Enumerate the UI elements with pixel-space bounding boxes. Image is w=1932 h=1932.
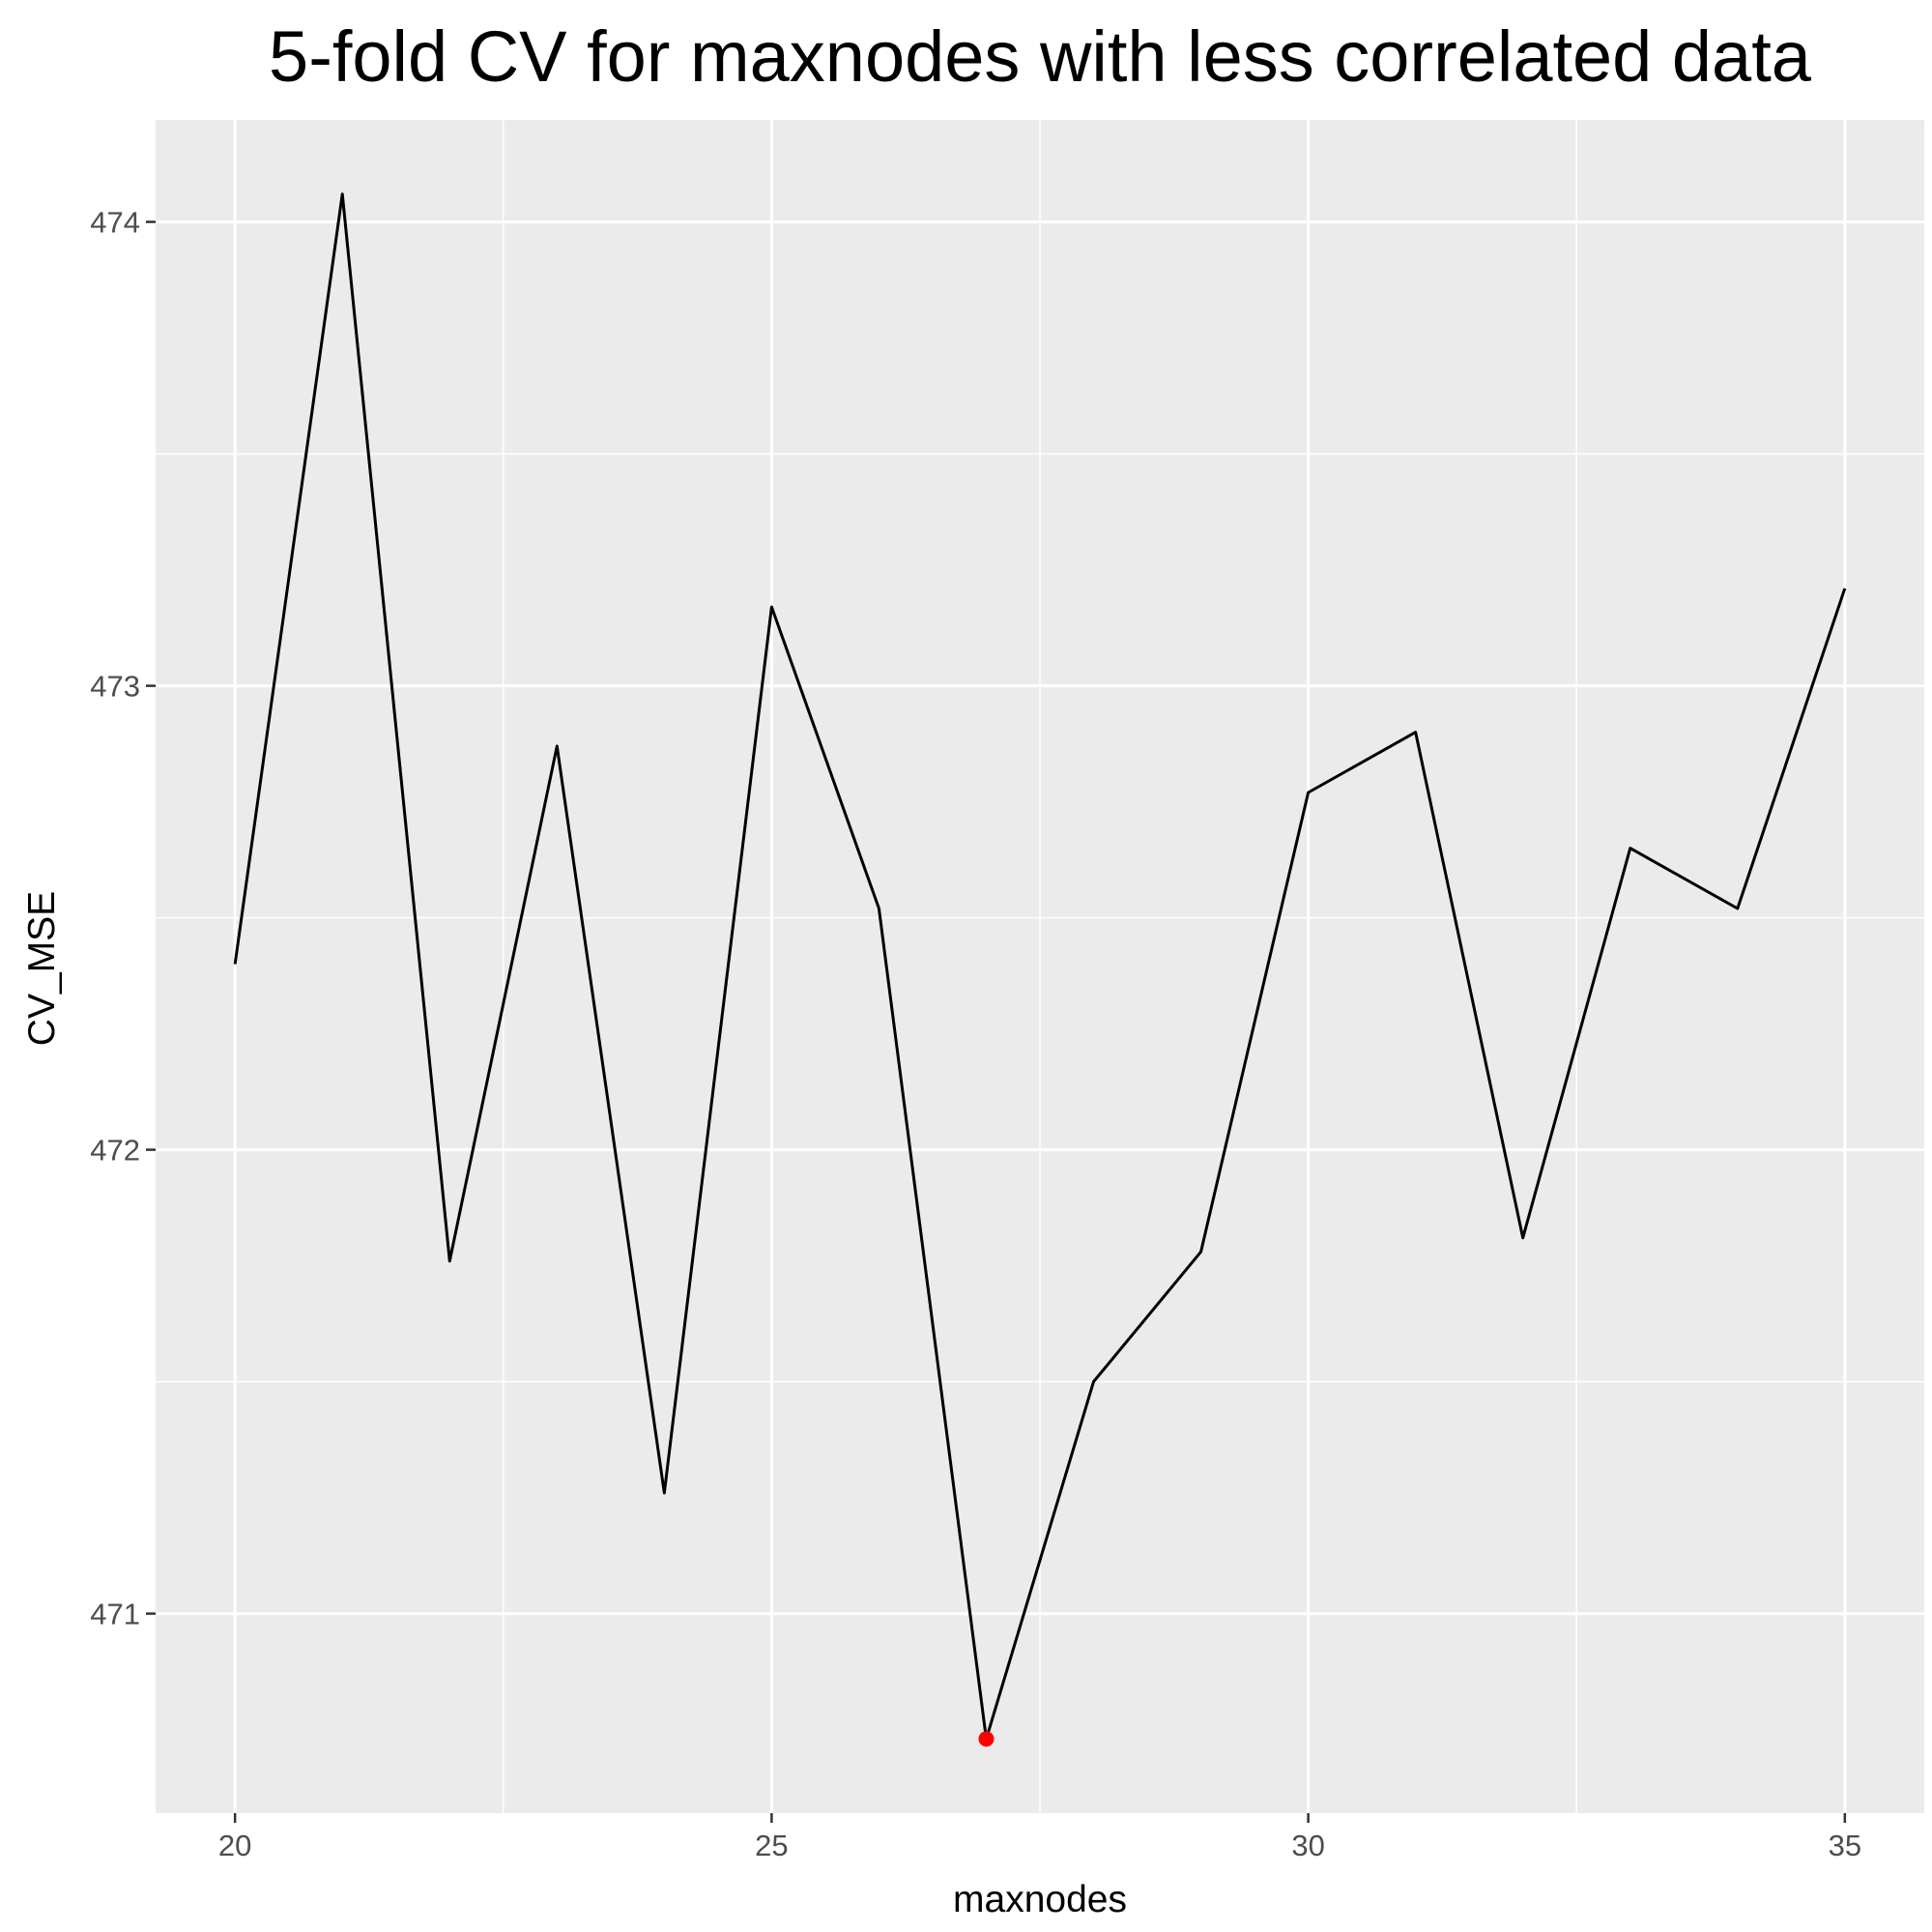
series-group bbox=[233, 192, 1847, 1741]
x-axis-label: maxnodes bbox=[953, 1879, 1127, 1920]
y-tick-label: 474 bbox=[90, 206, 140, 240]
chart-title: 5-fold CV for maxnodes with less correla… bbox=[269, 16, 1812, 97]
x-axis: 20 25 30 35 bbox=[218, 1813, 1861, 1862]
y-axis-label: CV_MSE bbox=[21, 891, 63, 1046]
y-tick-label: 471 bbox=[90, 1598, 140, 1631]
highlight-point bbox=[978, 1731, 995, 1747]
y-tick-label: 472 bbox=[90, 1134, 140, 1168]
grid-major bbox=[156, 120, 1924, 1813]
x-tick-label: 35 bbox=[1829, 1829, 1861, 1862]
x-tick-label: 20 bbox=[218, 1829, 251, 1862]
x-tick-label: 25 bbox=[755, 1829, 788, 1862]
highlight-group bbox=[978, 1731, 995, 1747]
y-axis: 471 472 473 474 bbox=[90, 206, 156, 1631]
grid-minor bbox=[156, 120, 1924, 1813]
y-tick-label: 473 bbox=[90, 670, 140, 704]
x-tick-label: 30 bbox=[1291, 1829, 1324, 1862]
series-line bbox=[233, 192, 1847, 1741]
